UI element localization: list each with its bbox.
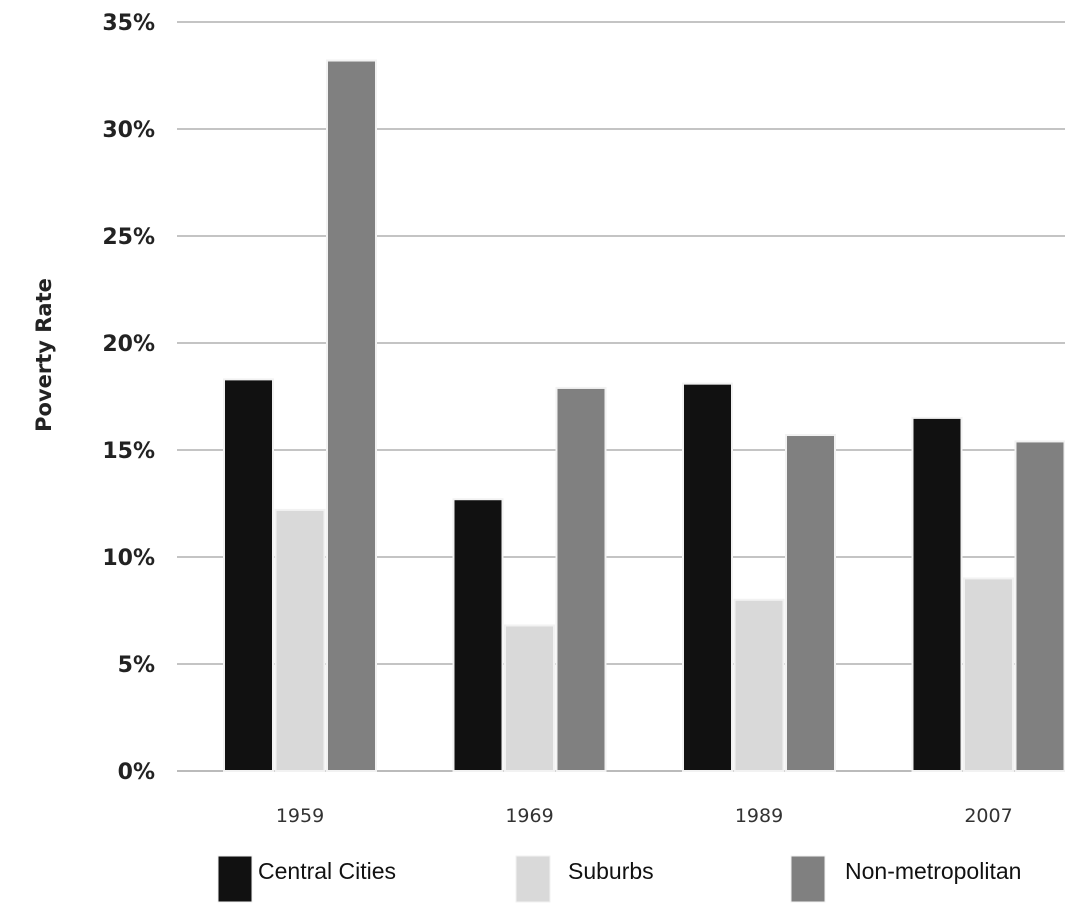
bar-suburbs-1959: [274, 508, 326, 772]
legend-label: Central Cities: [258, 858, 396, 884]
y-tick-label: 20%: [102, 332, 155, 357]
bars: [223, 59, 1065, 773]
legend: Central Cities Suburbs Non-metropolitan: [217, 855, 1021, 903]
bar-suburbs-2007: [963, 577, 1014, 773]
y-tick-label: 0%: [118, 760, 155, 785]
x-axis-ticks: 1959 1969 1989 2007: [276, 805, 1013, 827]
bar-central-cities-1989: [682, 382, 733, 772]
legend-label: Non-metropolitan: [845, 858, 1021, 884]
bar-non-metropolitan-1989: [785, 434, 836, 772]
bar-central-cities-1969: [452, 498, 504, 772]
bar-non-metropolitan-1959: [326, 59, 377, 772]
x-tick-label: 1989: [735, 805, 783, 827]
bar-suburbs-1989: [733, 598, 785, 772]
y-tick-label: 5%: [118, 653, 155, 678]
y-tick-label: 10%: [102, 546, 155, 571]
y-axis-label: Poverty Rate: [32, 278, 56, 432]
y-axis-ticks: 0% 5% 10% 15% 20% 25% 30% 35%: [102, 11, 155, 785]
bar-non-metropolitan-2007: [1014, 440, 1065, 772]
x-tick-label: 1969: [505, 805, 553, 827]
bar-central-cities-2007: [911, 416, 963, 772]
legend-label: Suburbs: [568, 858, 654, 884]
bar-non-metropolitan-1969: [555, 386, 607, 772]
legend-swatch: [790, 855, 826, 903]
bar-central-cities-1959: [223, 378, 274, 772]
bar-suburbs-1969: [504, 624, 555, 772]
y-tick-label: 35%: [102, 11, 155, 36]
x-tick-label: 2007: [964, 805, 1012, 827]
x-tick-label: 1959: [276, 805, 324, 827]
y-tick-label: 25%: [102, 225, 155, 250]
y-tick-label: 15%: [102, 439, 155, 464]
y-tick-label: 30%: [102, 118, 155, 143]
legend-swatch: [515, 855, 551, 903]
legend-swatch: [217, 855, 253, 903]
